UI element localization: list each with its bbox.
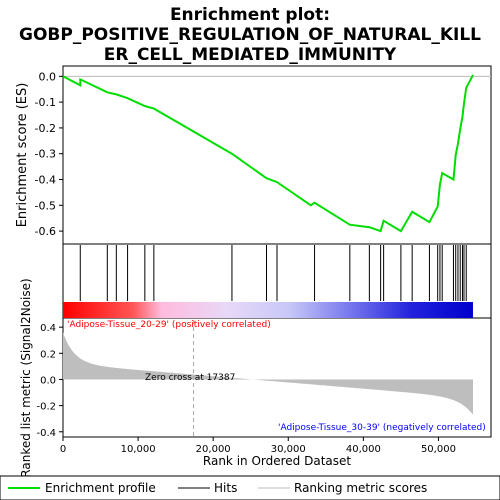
axis-layer: 0.0 -0.1 -0.2 -0.3 -0.4 -0.5 -0.6 0.4 0.2 0.0 -0.2… [35,70,456,455]
es-layer [62,74,491,233]
x-axis-title: Rank in Ordered Dataset [203,454,351,468]
metric-y-tick-label: 0.0 [40,375,56,386]
es-y-tick-label: -0.2 [35,122,56,135]
metric-layer [63,320,473,437]
rank-color-bar [63,302,473,318]
metric-y-axis-title: Ranked list metric (Signal2Noise) [19,278,33,477]
positive-class-label: 'Adipose-Tissue_20-29' (positively corre… [67,320,271,330]
legend: Enrichment profile Hits Ranking metric s… [0,475,500,500]
metric-y-tick-label: -0.4 [36,428,56,439]
x-tick-label: 50,000 [421,444,456,455]
chart-title-line-2: GOBP_POSITIVE_REGULATION_OF_NATURAL_KILL [19,25,481,45]
es-y-tick-label: -0.5 [35,199,56,212]
metric-y-tick-label: 0.2 [40,349,56,360]
x-tick-label: 20,000 [196,444,231,455]
chart-title-line-1: Enrichment plot: [170,5,330,25]
chart-title-line-3: ER_CELL_MEDIATED_IMMUNITY [104,45,397,65]
legend-es-label: Enrichment profile [45,481,156,495]
metric-y-tick-label: -0.2 [36,402,56,413]
hits-layer [79,245,467,301]
legend-metric-label: Ranking metric scores [294,481,427,495]
es-y-tick-label: -0.1 [35,96,56,109]
x-tick-label: 30,000 [271,444,306,455]
metric-y-tick-label: 0.4 [40,323,56,334]
metric-area [63,332,473,415]
x-tick-label: 40,000 [346,444,381,455]
negative-class-label: 'Adipose-Tissue_30-39' (negatively corre… [278,423,486,433]
zero-cross-label: Zero cross at 17387 [145,373,235,383]
es-y-tick-label: -0.3 [35,148,56,161]
legend-box [0,475,500,500]
x-tick-label: 0 [60,444,66,455]
es-profile-line [62,74,474,233]
es-y-tick-label: 0.0 [39,70,57,83]
es-y-tick-label: -0.6 [35,225,56,238]
x-tick-label: 10,000 [121,444,156,455]
es-y-axis-title: Enrichment score (ES) [15,83,30,228]
legend-hits-label: Hits [214,481,237,495]
es-y-tick-label: -0.4 [35,174,56,187]
es-panel [62,65,492,245]
